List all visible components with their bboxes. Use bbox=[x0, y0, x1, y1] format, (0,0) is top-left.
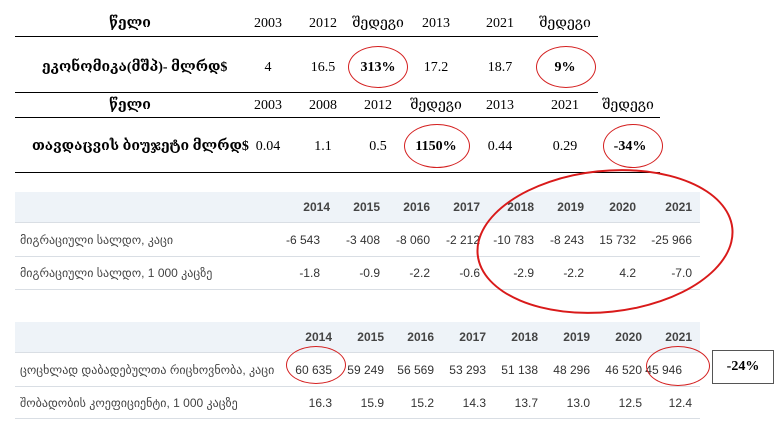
table-cell: 51 138 bbox=[501, 363, 538, 377]
table1-cell: 4 bbox=[264, 60, 272, 75]
annotation-percent: -24% bbox=[726, 359, 760, 374]
year-header: 2016 bbox=[407, 330, 434, 344]
table-cell: 15.2 bbox=[410, 396, 434, 410]
row-divider bbox=[15, 222, 700, 223]
year-header: 2018 bbox=[511, 330, 538, 344]
year-header: 2017 bbox=[459, 330, 486, 344]
highlight-ellipse bbox=[536, 46, 596, 88]
table-cell: 13.0 bbox=[566, 396, 590, 410]
table1-cell: 17.2 bbox=[423, 60, 449, 75]
year-header: 2017 bbox=[453, 200, 480, 214]
table1-header-cell: შედეგი bbox=[352, 16, 404, 31]
table2-header-cell: 2008 bbox=[309, 98, 337, 113]
table2-cell: 0.04 bbox=[255, 139, 281, 154]
table2-header-cell: 2013 bbox=[486, 98, 514, 113]
table-cell: 4.2 bbox=[619, 266, 636, 280]
table2-header-cell: 2012 bbox=[364, 98, 392, 113]
table1-header-cell: 2021 bbox=[486, 16, 514, 31]
year-header: 2020 bbox=[609, 200, 636, 214]
row-label: მიგრაციული სალდო, 1 000 კაცზე bbox=[20, 266, 213, 280]
table2-header-year-label: წელი bbox=[109, 98, 151, 113]
table2-cell: 0.29 bbox=[552, 139, 578, 154]
table2-header-cell: 2021 bbox=[551, 98, 579, 113]
row-divider bbox=[15, 352, 700, 353]
table1-header-cell: შედეგი bbox=[539, 16, 591, 31]
table-cell: -2.2 bbox=[409, 266, 430, 280]
row-divider bbox=[15, 418, 700, 419]
table-cell: 53 293 bbox=[449, 363, 486, 377]
year-header: 2015 bbox=[353, 200, 380, 214]
table2-cell: 0.5 bbox=[369, 139, 387, 154]
table2-header-cell: შედეგი bbox=[602, 98, 654, 113]
table-cell: -8 243 bbox=[549, 233, 584, 247]
table-cell: -8 060 bbox=[395, 233, 430, 247]
table2-cell: 1.1 bbox=[314, 139, 332, 154]
table-header-band bbox=[15, 192, 700, 222]
table-cell: -2.9 bbox=[513, 266, 534, 280]
highlight-ellipse bbox=[348, 46, 408, 88]
table-cell: -3 408 bbox=[345, 233, 380, 247]
table-cell: 12.4 bbox=[668, 396, 692, 410]
table-cell: -25 966 bbox=[651, 233, 692, 247]
table-cell: 12.5 bbox=[618, 396, 642, 410]
year-header: 2014 bbox=[305, 330, 332, 344]
table2-header-cell: 2003 bbox=[254, 98, 282, 113]
table1-row-label: ეკონომიკა(მშპ)- მლრდ$ bbox=[42, 60, 228, 75]
table1-header-cell: 2013 bbox=[422, 16, 450, 31]
table-cell: -1.8 bbox=[299, 266, 320, 280]
table-header-band bbox=[15, 322, 700, 352]
table-cell: 15 732 bbox=[599, 233, 636, 247]
table1-header-cell: 2012 bbox=[309, 16, 337, 31]
highlight-ellipse bbox=[603, 124, 663, 168]
highlight-ellipse bbox=[286, 346, 346, 384]
table-cell: 59 249 bbox=[347, 363, 384, 377]
table1-cell: 16.5 bbox=[310, 60, 336, 75]
table2-header-cell: შედეგი bbox=[410, 98, 462, 113]
table2-rule bbox=[15, 172, 660, 173]
table-cell: 56 569 bbox=[397, 363, 434, 377]
table-cell: 16.3 bbox=[308, 396, 332, 410]
table-cell: -2.2 bbox=[563, 266, 584, 280]
year-header: 2014 bbox=[303, 200, 330, 214]
year-header: 2021 bbox=[665, 330, 692, 344]
table-cell: -7.0 bbox=[671, 266, 692, 280]
row-divider bbox=[15, 289, 700, 290]
table2-cell: 0.44 bbox=[487, 139, 513, 154]
table1-cell: 18.7 bbox=[487, 60, 513, 75]
year-header: 2021 bbox=[665, 200, 692, 214]
annotation-box bbox=[712, 350, 774, 384]
row-label: ცოცხლად დაბადებულთა რიცხოვნობა, კაცი bbox=[20, 363, 275, 377]
table-cell: 46 520 bbox=[605, 363, 642, 377]
table-cell: 13.7 bbox=[514, 396, 538, 410]
table-cell: -2 212 bbox=[445, 233, 480, 247]
row-label: მიგრაციული სალდო, კაცი bbox=[20, 233, 174, 247]
year-header: 2020 bbox=[615, 330, 642, 344]
table-cell: -6 543 bbox=[285, 233, 320, 247]
table-cell: -0.9 bbox=[359, 266, 380, 280]
highlight-ellipse bbox=[404, 124, 470, 168]
row-divider bbox=[15, 386, 700, 387]
table-cell: -10 783 bbox=[493, 233, 534, 247]
year-header: 2019 bbox=[563, 330, 590, 344]
table-cell: 48 296 bbox=[553, 363, 590, 377]
highlight-ellipse bbox=[646, 346, 710, 386]
table2-rule bbox=[15, 117, 660, 118]
table1-header-year-label: წელი bbox=[109, 16, 151, 31]
table-cell: 14.3 bbox=[462, 396, 486, 410]
row-divider bbox=[15, 256, 700, 257]
year-header: 2018 bbox=[507, 200, 534, 214]
highlight-ellipse bbox=[469, 156, 741, 327]
table-cell: -0.6 bbox=[459, 266, 480, 280]
table-cell: 15.9 bbox=[360, 396, 384, 410]
table1-rule bbox=[15, 92, 598, 93]
year-header: 2016 bbox=[403, 200, 430, 214]
table1-header-cell: 2003 bbox=[254, 16, 282, 31]
table1-rule bbox=[15, 36, 598, 37]
table2-row-label: თავდაცვის ბიუჯეტი მლრდ$ bbox=[32, 139, 249, 154]
year-header: 2019 bbox=[557, 200, 584, 214]
year-header: 2015 bbox=[357, 330, 384, 344]
row-label: შობადობის კოეფიციენტი, 1 000 კაცზე bbox=[20, 396, 238, 410]
